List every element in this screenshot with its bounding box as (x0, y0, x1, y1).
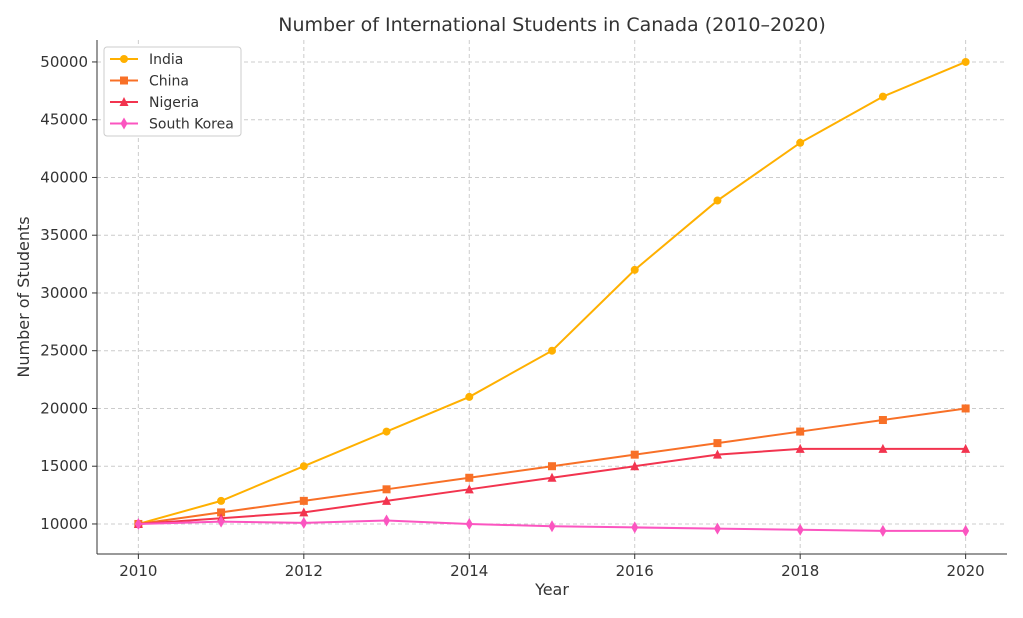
legend-label-nigeria: Nigeria (149, 95, 199, 111)
y-tick-label: 10000 (40, 515, 88, 533)
y-tick-label: 35000 (40, 226, 88, 244)
x-axis-label: Year (534, 580, 569, 599)
y-tick-label: 40000 (40, 168, 88, 186)
series-line-nigeria (138, 447, 966, 525)
y-tick-label: 25000 (40, 342, 88, 360)
data-point-nigeria (878, 443, 888, 453)
data-point-nigeria (630, 461, 640, 471)
chart-title: Number of International Students in Cana… (278, 14, 825, 36)
y-tick-label: 30000 (40, 284, 88, 302)
x-tick-label: 2010 (119, 562, 157, 580)
data-point-india (630, 265, 639, 274)
data-point-china (961, 404, 970, 413)
data-point-india (217, 496, 226, 505)
data-point-south-korea (300, 516, 308, 529)
x-tick-label: 2018 (781, 562, 819, 580)
y-tick-label: 50000 (40, 53, 88, 71)
data-point-china (465, 473, 474, 482)
data-point-india (299, 462, 308, 471)
legend-marker-china (120, 76, 128, 85)
data-point-india (713, 196, 722, 205)
data-point-nigeria (299, 507, 309, 517)
data-point-china (217, 508, 226, 517)
data-point-china (796, 427, 805, 436)
x-tick-label: 2020 (947, 562, 985, 580)
y-tick-label: 20000 (40, 399, 88, 417)
legend-marker-india (120, 55, 128, 63)
data-point-nigeria (547, 472, 557, 482)
legend (103, 46, 242, 137)
x-tick-label: 2014 (450, 562, 488, 580)
data-point-south-korea (713, 522, 721, 535)
legend-label-india: India (149, 52, 183, 68)
y-axis-label: Number of Students (14, 216, 33, 377)
data-point-nigeria (961, 443, 971, 453)
data-point-china (299, 496, 308, 505)
data-point-china (878, 416, 887, 425)
legend-marker-nigeria (119, 97, 129, 106)
data-point-south-korea (796, 523, 804, 536)
y-tick-label: 15000 (40, 457, 88, 475)
data-point-nigeria (464, 484, 474, 494)
data-point-nigeria (712, 449, 722, 459)
y-tick-label: 45000 (40, 111, 88, 129)
data-point-india (961, 57, 970, 66)
data-point-south-korea (134, 517, 142, 530)
data-point-china (630, 450, 639, 459)
data-point-south-korea (548, 520, 556, 533)
data-point-nigeria (795, 443, 805, 453)
legend-label-south-korea: South Korea (149, 117, 234, 133)
data-point-china (382, 485, 391, 494)
x-tick-label: 2016 (616, 562, 654, 580)
data-point-india (796, 138, 805, 147)
data-point-india (465, 392, 474, 401)
data-point-india (878, 92, 887, 101)
data-point-china (713, 439, 722, 448)
data-point-south-korea (217, 515, 225, 528)
data-point-south-korea (465, 517, 473, 530)
data-point-india (382, 427, 391, 436)
legend-label-china: China (149, 74, 189, 90)
data-point-south-korea (631, 521, 639, 534)
x-tick-label: 2012 (285, 562, 323, 580)
data-point-china (548, 462, 556, 471)
data-point-south-korea (383, 514, 391, 527)
data-point-south-korea (962, 524, 970, 537)
data-point-nigeria (382, 495, 392, 505)
data-point-india (548, 346, 556, 355)
legend-marker-south-korea (120, 117, 128, 130)
data-point-south-korea (879, 524, 887, 537)
